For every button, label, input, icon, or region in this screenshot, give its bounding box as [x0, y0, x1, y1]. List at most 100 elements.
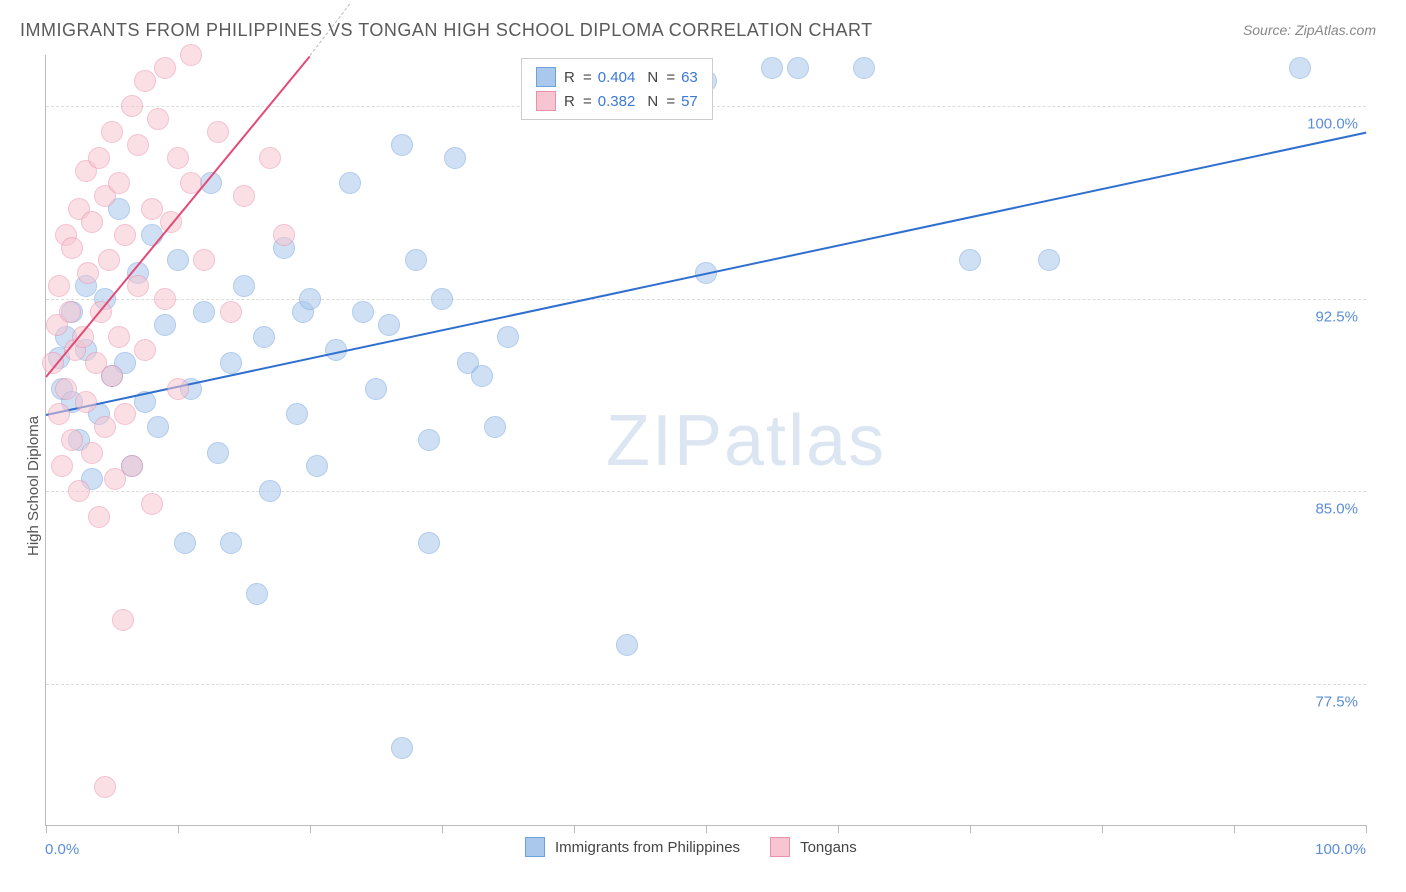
x-tick [1102, 825, 1103, 833]
chart-title: IMMIGRANTS FROM PHILIPPINES VS TONGAN HI… [20, 20, 873, 41]
data-point [94, 776, 116, 798]
data-point [365, 378, 387, 400]
data-point [77, 262, 99, 284]
data-point [233, 185, 255, 207]
x-tick [442, 825, 443, 833]
x-tick [1234, 825, 1235, 833]
data-point [141, 493, 163, 515]
data-point [220, 352, 242, 374]
legend-swatch [770, 837, 790, 857]
data-point [68, 480, 90, 502]
x-tick [706, 825, 707, 833]
watermark: ZIPatlas [606, 400, 886, 482]
stats-legend-row: R =0.404N =63 [536, 65, 698, 89]
data-point [220, 532, 242, 554]
scatter-chart: ZIPatlas 77.5%85.0%92.5%100.0%R =0.404N … [45, 55, 1366, 826]
data-point [48, 275, 70, 297]
data-point [233, 275, 255, 297]
data-point [471, 365, 493, 387]
x-tick [574, 825, 575, 833]
data-point [306, 455, 328, 477]
data-point [761, 57, 783, 79]
data-point [55, 378, 77, 400]
x-label-max: 100.0% [1315, 841, 1366, 858]
data-point [193, 301, 215, 323]
data-point [108, 326, 130, 348]
data-point [259, 480, 281, 502]
data-point [81, 211, 103, 233]
data-point [497, 326, 519, 348]
data-point [405, 249, 427, 271]
data-point [299, 288, 321, 310]
data-point [207, 121, 229, 143]
data-point [193, 249, 215, 271]
data-point [273, 224, 295, 246]
x-tick [838, 825, 839, 833]
data-point [352, 301, 374, 323]
data-point [51, 455, 73, 477]
data-point [112, 609, 134, 631]
watermark-light: atlas [724, 401, 886, 481]
data-point [180, 44, 202, 66]
data-point [154, 314, 176, 336]
data-point [220, 301, 242, 323]
data-point [391, 737, 413, 759]
data-point [959, 249, 981, 271]
data-point [259, 147, 281, 169]
data-point [147, 416, 169, 438]
data-point [167, 147, 189, 169]
data-point [339, 172, 361, 194]
gridline [46, 684, 1366, 685]
data-point [444, 147, 466, 169]
data-point [134, 70, 156, 92]
source-attribution: Source: ZipAtlas.com [1243, 22, 1376, 38]
data-point [114, 224, 136, 246]
x-tick [310, 825, 311, 833]
data-point [484, 416, 506, 438]
data-point [154, 288, 176, 310]
y-tick-label: 100.0% [1307, 116, 1358, 133]
data-point [147, 108, 169, 130]
data-point [246, 583, 268, 605]
data-point [75, 391, 97, 413]
data-point [61, 237, 83, 259]
legend-stats-text: R =0.382N =57 [564, 93, 698, 110]
x-label-min: 0.0% [45, 841, 79, 858]
data-point [1038, 249, 1060, 271]
data-point [121, 455, 143, 477]
data-point [167, 378, 189, 400]
data-point [61, 429, 83, 451]
legend-swatch [525, 837, 545, 857]
data-point [286, 403, 308, 425]
gridline [46, 299, 1366, 300]
data-point [787, 57, 809, 79]
data-point [1289, 57, 1311, 79]
watermark-bold: ZIP [606, 401, 724, 481]
data-point [174, 532, 196, 554]
data-point [42, 352, 64, 374]
data-point [127, 275, 149, 297]
data-point [134, 339, 156, 361]
data-point [378, 314, 400, 336]
data-point [418, 429, 440, 451]
data-point [108, 172, 130, 194]
data-point [431, 288, 453, 310]
data-point [141, 198, 163, 220]
x-tick [970, 825, 971, 833]
data-point [121, 95, 143, 117]
gridline [46, 491, 1366, 492]
legend-series-label: Tongans [800, 839, 857, 856]
legend-swatch [536, 67, 556, 87]
data-point [127, 134, 149, 156]
data-point [94, 416, 116, 438]
x-tick [46, 825, 47, 833]
y-tick-label: 85.0% [1315, 501, 1358, 518]
data-point [88, 506, 110, 528]
legend-series-label: Immigrants from Philippines [555, 839, 740, 856]
data-point [59, 301, 81, 323]
data-point [88, 147, 110, 169]
legend-stats-text: R =0.404N =63 [564, 69, 698, 86]
data-point [207, 442, 229, 464]
data-point [853, 57, 875, 79]
x-tick [1366, 825, 1367, 833]
